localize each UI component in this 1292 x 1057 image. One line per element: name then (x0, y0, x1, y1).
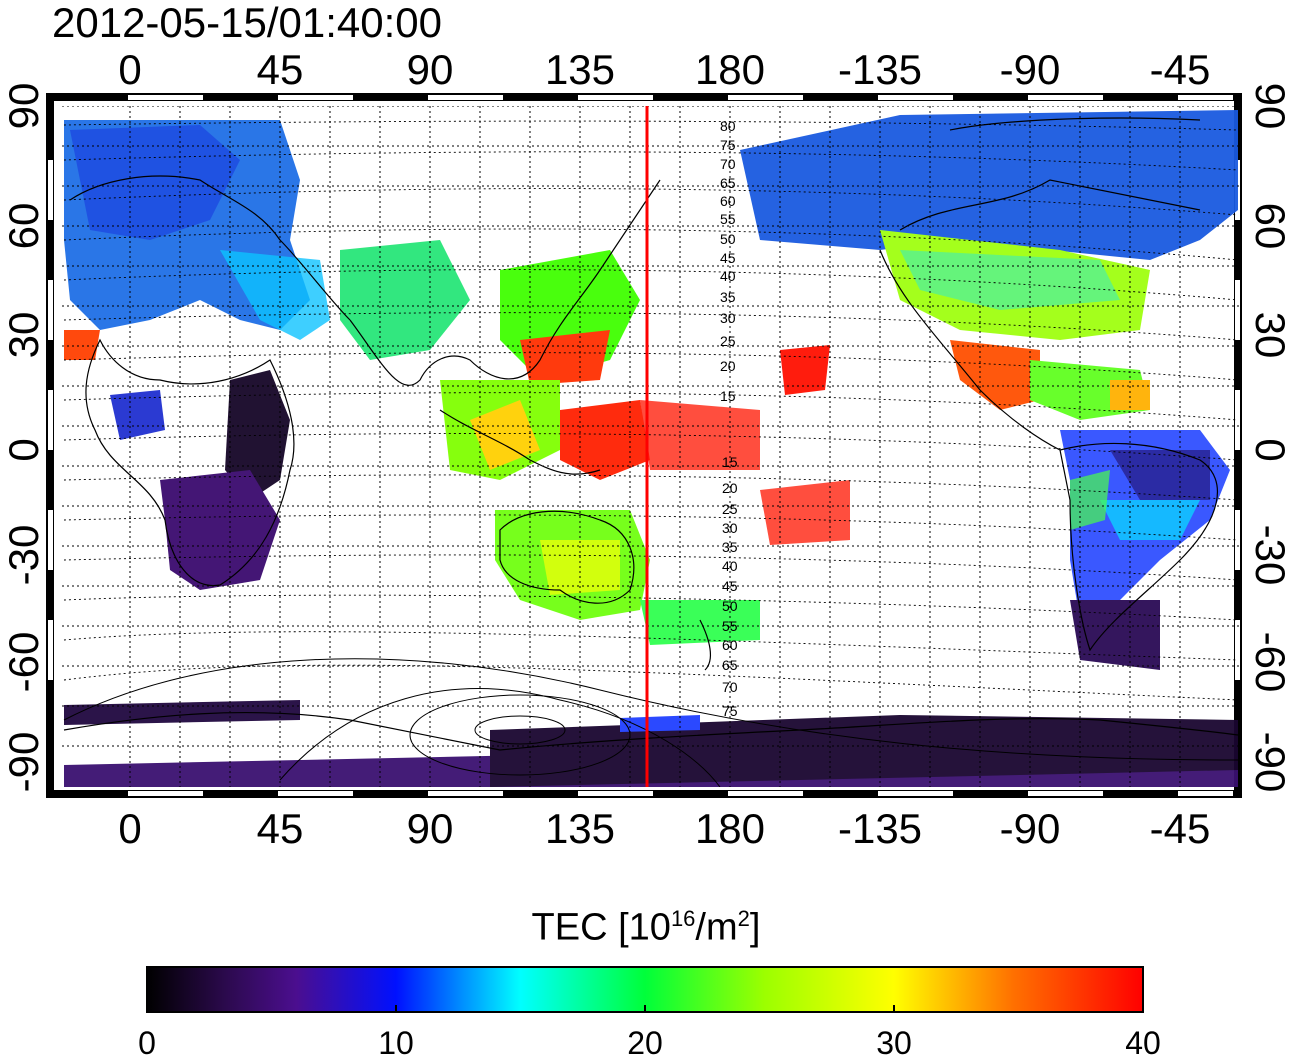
lat-labels-right: 90 60 30 0 -30 -60 -90 (1247, 83, 1292, 793)
colorbar-title-exp2: 2 (737, 906, 750, 931)
colorbar-tick-label: 10 (378, 1025, 414, 1057)
contour-label: 65 (722, 657, 738, 673)
contour-labels-north: 80 75 70 65 60 55 50 45 40 35 30 25 20 1… (720, 118, 736, 404)
lat-tick-label: 0 (1247, 438, 1292, 461)
lat-tick-label: 30 (1247, 312, 1292, 359)
colorbar-tick-label: 0 (138, 1025, 156, 1057)
lat-tick-label: 90 (0, 83, 47, 130)
contour-label: 60 (722, 637, 738, 653)
contour-label: 75 (720, 137, 736, 153)
lat-tick-label: 60 (0, 203, 47, 250)
lon-tick-label: 135 (545, 805, 615, 852)
lon-tick-label: 90 (407, 805, 454, 852)
contour-label: 35 (722, 539, 738, 555)
lon-tick-label: 0 (118, 46, 141, 93)
contour-label: 25 (722, 501, 738, 517)
lon-tick-label: -90 (1000, 805, 1061, 852)
contour-label: 50 (722, 598, 738, 614)
lon-tick-label: 45 (257, 805, 304, 852)
lon-labels-top: 0 45 90 135 180 -135 -90 -45 (118, 46, 1210, 93)
colorbar-tick-label: 30 (876, 1025, 912, 1057)
colorbar-title: TEC [1016/m2] (0, 906, 1292, 950)
contour-label: 80 (720, 118, 736, 134)
lon-labels-bottom: 0 45 90 135 180 -135 -90 -45 (118, 805, 1210, 852)
colorbar-title-mid: /m (695, 906, 738, 949)
lat-tick-label: 0 (0, 438, 47, 461)
contour-label: 40 (722, 558, 738, 574)
colorbar-tick-label: 20 (627, 1025, 663, 1057)
contour-label: 15 (720, 388, 736, 404)
lat-tick-label: 30 (0, 312, 47, 359)
colorbar-tick-label: 40 (1125, 1025, 1161, 1057)
lon-tick-label: -45 (1150, 46, 1211, 93)
tec-data (64, 110, 1238, 787)
contour-label: 20 (722, 480, 738, 496)
contour-label: 50 (720, 231, 736, 247)
magnetic-contours (63, 120, 1239, 701)
contour-label: 20 (720, 358, 736, 374)
lat-tick-label: -60 (0, 632, 47, 693)
lon-tick-label: 180 (695, 46, 765, 93)
colorbar-tick-labels: 0 10 20 30 40 (138, 1025, 1161, 1057)
lat-tick-label: -90 (0, 732, 47, 793)
contour-label: 65 (720, 175, 736, 191)
contour-label: 55 (722, 618, 738, 634)
contour-label: 15 (722, 454, 738, 470)
contour-label: 40 (720, 268, 736, 284)
colorbar-title-suffix: ] (749, 906, 761, 949)
lon-tick-label: -135 (838, 805, 922, 852)
contour-label: 30 (722, 520, 738, 536)
lat-tick-label: -30 (1247, 525, 1292, 586)
grid (62, 106, 1240, 787)
timestamp: 2012-05-15/01:40:00 (52, 0, 442, 46)
colorbar-ticks (395, 1005, 895, 1012)
contour-label: 35 (720, 289, 736, 305)
lat-tick-label: 60 (1247, 203, 1292, 250)
lon-tick-label: 135 (545, 46, 615, 93)
contour-label: 45 (722, 578, 738, 594)
contour-label: 70 (722, 679, 738, 695)
lon-tick-label: -135 (838, 46, 922, 93)
lon-tick-label: 45 (257, 46, 304, 93)
lon-tick-label: 0 (118, 805, 141, 852)
lon-tick-label: -45 (1150, 805, 1211, 852)
contour-label: 55 (720, 211, 736, 227)
lat-tick-label: -90 (1247, 732, 1292, 793)
lat-labels-left: 90 60 30 0 -30 -60 -90 (0, 83, 47, 793)
coastlines (63, 117, 1239, 751)
lon-tick-label: -90 (1000, 46, 1061, 93)
contour-label: 30 (720, 310, 736, 326)
contour-label: 75 (722, 703, 738, 719)
contour-label: 45 (720, 250, 736, 266)
contour-label: 60 (720, 193, 736, 209)
lat-tick-label: -30 (0, 525, 47, 586)
polar-contours (63, 658, 1239, 787)
colorbar (146, 966, 1144, 1013)
colorbar-title-prefix: TEC [10 (531, 906, 671, 949)
contour-labels-south: 15 20 25 30 35 40 45 50 55 60 65 70 75 (722, 454, 738, 719)
lat-tick-label: 90 (1247, 83, 1292, 130)
lon-tick-label: 180 (695, 805, 765, 852)
contour-label: 70 (720, 156, 736, 172)
lon-tick-label: 90 (407, 46, 454, 93)
colorbar-title-exp1: 16 (670, 906, 696, 931)
lat-tick-label: -60 (1247, 632, 1292, 693)
contour-label: 25 (720, 333, 736, 349)
